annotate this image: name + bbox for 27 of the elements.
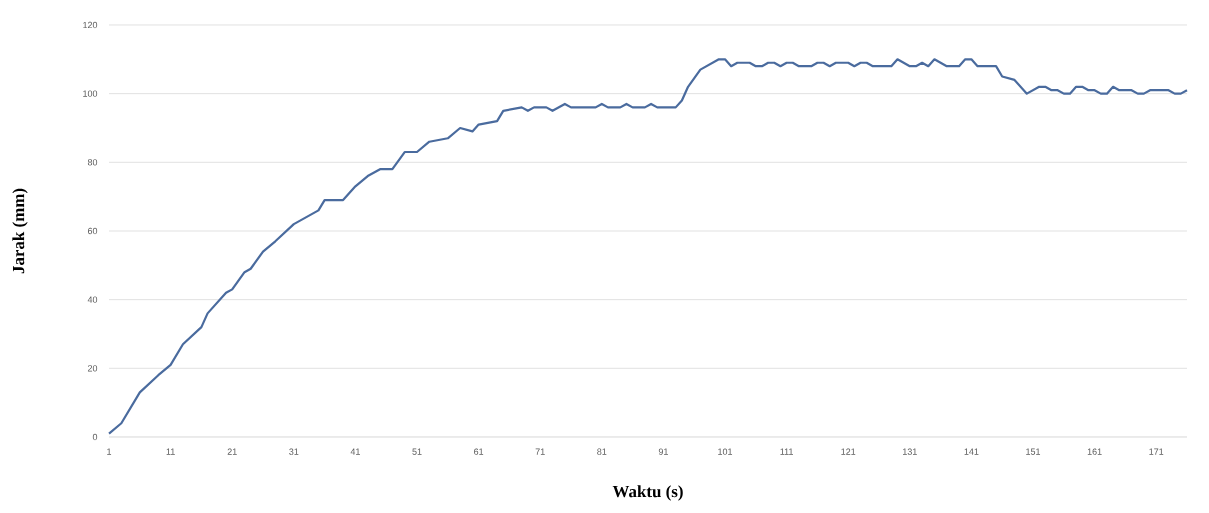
x-tick-label: 91	[658, 448, 668, 455]
x-tick-label: 81	[597, 448, 607, 455]
y-tick-label: 100	[83, 90, 98, 97]
x-tick-label: 101	[718, 448, 733, 455]
y-tick-label: 60	[87, 227, 98, 235]
x-tick-label: 161	[1087, 448, 1102, 455]
x-tick-label: 141	[964, 448, 979, 455]
x-tick-label: 111	[780, 448, 793, 455]
y-tick-label: 120	[83, 21, 98, 29]
x-tick-label: 31	[289, 448, 299, 455]
y-tick-label: 40	[87, 296, 98, 303]
x-axis-title: Waktu (s)	[612, 485, 683, 501]
x-tick-label: 11	[166, 448, 175, 455]
y-tick-label: 20	[87, 365, 98, 372]
x-tick-label: 41	[350, 448, 360, 455]
x-tick-label: 21	[227, 448, 237, 455]
x-tick-label: 61	[474, 448, 484, 455]
x-tick-label: 71	[535, 448, 545, 455]
y-tick-label: 0	[92, 433, 98, 441]
y-axis-title: Jarak (mm)	[12, 188, 28, 274]
x-tick-label: 171	[1149, 448, 1164, 455]
y-tick-label: 80	[87, 159, 98, 166]
x-tick-label: 151	[1026, 448, 1041, 455]
x-tick-label: 1	[107, 448, 112, 455]
x-tick-label: 121	[841, 448, 856, 455]
x-tick-label: 131	[903, 448, 917, 455]
x-tick-label: 51	[412, 448, 422, 455]
